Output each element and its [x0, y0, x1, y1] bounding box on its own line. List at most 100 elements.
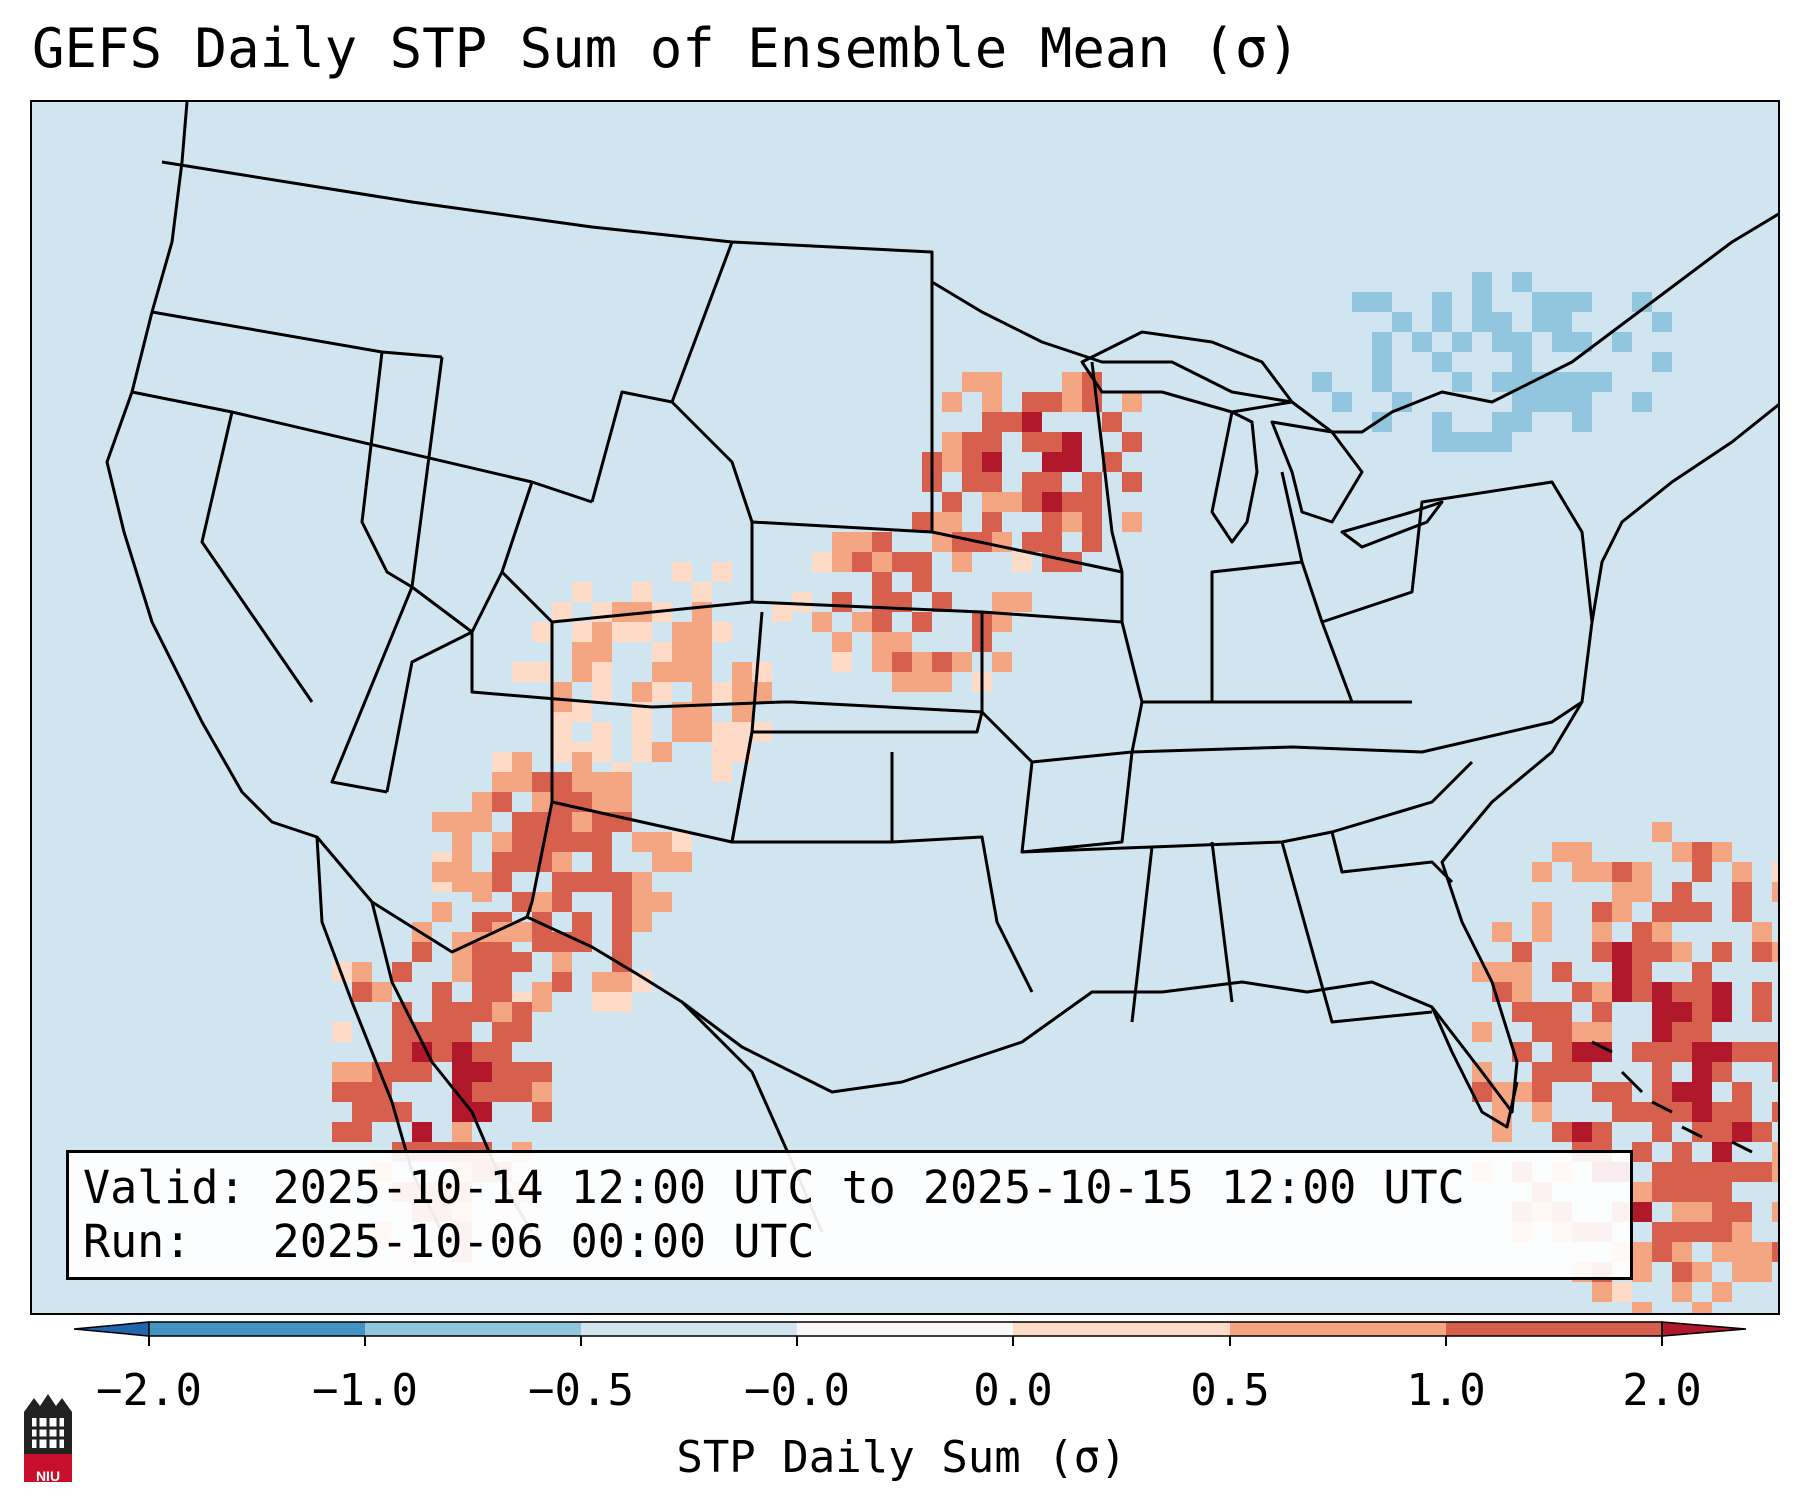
stp-cell: [1612, 862, 1632, 882]
stp-cell: [592, 722, 612, 742]
stp-cell: [1632, 982, 1652, 1002]
stp-cell: [872, 552, 892, 572]
stp-cell: [432, 862, 452, 882]
stp-cell: [512, 1002, 532, 1022]
stp-cell: [512, 922, 532, 942]
stp-cell: [1772, 1162, 1778, 1182]
stp-cell: [1512, 352, 1532, 372]
stp-cell: [472, 1082, 492, 1102]
stp-cell: [1612, 982, 1632, 1002]
stp-cell: [1552, 1062, 1572, 1082]
stp-cell: [1652, 312, 1672, 332]
stp-cell: [962, 432, 982, 452]
stp-cell: [1122, 512, 1142, 532]
stp-cell: [1552, 272, 1572, 292]
colorbar-label: STP Daily Sum (σ): [676, 1432, 1127, 1483]
stp-cell: [532, 792, 552, 812]
stp-cell: [1552, 1022, 1572, 1042]
stp-cell: [1472, 962, 1492, 982]
stp-cell: [632, 972, 652, 992]
stp-cell: [1532, 1002, 1552, 1022]
stp-cell: [572, 912, 592, 932]
stp-cell: [1532, 1062, 1552, 1082]
stp-cell: [472, 912, 492, 932]
stp-cell: [1692, 862, 1712, 882]
stp-cell: [832, 632, 852, 652]
stp-cell: [652, 852, 672, 872]
stp-cell: [652, 892, 672, 912]
stp-cell: [392, 1002, 412, 1022]
stp-cell: [472, 1102, 492, 1122]
stp-cell: [1672, 1082, 1692, 1102]
colorbar-outline: [148, 1321, 1663, 1337]
stp-cell: [1732, 862, 1752, 882]
stp-cell: [1652, 1042, 1672, 1062]
stp-cell: [1392, 312, 1412, 332]
stp-cell: [1352, 392, 1372, 412]
stp-cell: [592, 772, 612, 792]
stp-cell: [1672, 1242, 1692, 1262]
stp-cell: [612, 972, 632, 992]
stp-cell: [512, 832, 532, 852]
stp-cell: [912, 572, 932, 592]
stp-cell: [632, 742, 652, 762]
stp-cell: [1592, 982, 1612, 1002]
stp-cell: [1452, 252, 1472, 272]
stp-cell: [532, 982, 552, 1002]
stp-cell: [1752, 1002, 1772, 1022]
stp-cell: [1692, 1222, 1712, 1242]
stp-cell: [1472, 372, 1492, 392]
stp-cell: [472, 1042, 492, 1062]
stp-cell: [1672, 1162, 1692, 1182]
stp-cell: [1592, 922, 1612, 942]
stp-cell: [632, 722, 652, 742]
stp-cell: [1432, 412, 1452, 432]
stp-cell: [1652, 902, 1672, 922]
stp-cell: [1712, 1142, 1732, 1162]
stp-cell: [1022, 472, 1042, 492]
stp-cell: [492, 1062, 512, 1082]
stp-cell: [1592, 1282, 1612, 1302]
stp-cell: [1552, 292, 1572, 312]
stp-cell: [1372, 432, 1392, 452]
stp-cell: [552, 872, 572, 892]
stp-cell: [1042, 512, 1062, 532]
map-panel: [30, 100, 1780, 1315]
stp-cell: [1652, 1082, 1672, 1102]
validity-info-box: Valid: 2025-10-14 12:00 UTC to 2025-10-1…: [66, 1150, 1633, 1280]
stp-cell: [412, 942, 432, 962]
stp-cell: [652, 662, 672, 682]
stp-cell: [982, 492, 1002, 512]
stp-cell: [452, 1082, 472, 1102]
stp-cell: [932, 592, 952, 612]
stp-cell: [352, 1122, 372, 1142]
stp-cell: [1042, 492, 1062, 512]
stp-cell: [732, 682, 752, 702]
stp-cell: [492, 752, 512, 772]
stp-cell: [1592, 1002, 1612, 1022]
stp-cell: [1692, 352, 1712, 372]
stp-cell: [632, 682, 652, 702]
stp-cell: [1552, 962, 1572, 982]
stp-cell: [1552, 332, 1572, 352]
stp-cell: [1572, 392, 1592, 412]
stp-cell: [1652, 1182, 1672, 1202]
colorbar-tick-label: 0.0: [973, 1365, 1053, 1416]
stp-cell: [712, 682, 732, 702]
stp-cell: [872, 612, 892, 632]
stp-cell: [1412, 452, 1432, 472]
colorbar-bin: [1230, 1322, 1446, 1336]
stp-cell: [1432, 452, 1452, 472]
stp-cell: [392, 1062, 412, 1082]
stp-cell: [552, 772, 572, 792]
stp-cell: [1572, 842, 1592, 862]
stp-cell: [1692, 1022, 1712, 1042]
stp-cell: [1672, 842, 1692, 862]
stp-cell: [772, 602, 792, 622]
stp-cell: [1712, 842, 1732, 862]
stp-cell: [1492, 432, 1512, 452]
stp-cell: [1532, 372, 1552, 392]
stp-cell: [492, 792, 512, 812]
stp-cell: [1712, 942, 1732, 962]
stp-cell: [1102, 412, 1122, 432]
